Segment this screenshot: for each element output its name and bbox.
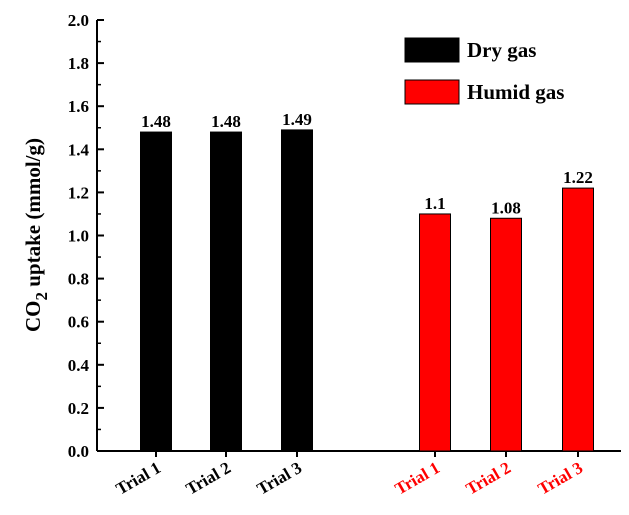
x-tick-label: Trial 1 bbox=[113, 458, 164, 499]
x-tick-label: Trial 1 bbox=[392, 458, 443, 499]
y-tick-label: 0.6 bbox=[68, 313, 89, 332]
y-tick-label: 1.8 bbox=[68, 54, 89, 73]
bar bbox=[140, 131, 172, 452]
x-tick-label: Trial 2 bbox=[183, 458, 234, 499]
y-tick-label: 0.8 bbox=[68, 270, 89, 289]
bar bbox=[419, 213, 451, 452]
y-tick-label: 1.6 bbox=[68, 97, 89, 116]
y-tick-label: 0.2 bbox=[68, 399, 89, 418]
y-tick-label: 0.4 bbox=[68, 356, 90, 375]
data-label: 1.1 bbox=[424, 194, 445, 213]
data-label: 1.08 bbox=[491, 198, 521, 217]
legend-swatch bbox=[404, 37, 460, 63]
bar bbox=[490, 217, 522, 452]
legend-swatch bbox=[404, 79, 460, 105]
data-label: 1.22 bbox=[563, 168, 593, 187]
data-label: 1.49 bbox=[282, 110, 312, 129]
y-tick-label: 1.4 bbox=[68, 140, 90, 159]
y-tick-label: 0.0 bbox=[68, 442, 89, 461]
bar bbox=[210, 131, 242, 452]
x-tick-label: Trial 3 bbox=[535, 458, 586, 499]
bar bbox=[281, 129, 313, 452]
legend: Dry gas Humid gas bbox=[404, 37, 564, 105]
x-tick-label: Trial 2 bbox=[463, 458, 514, 499]
data-label: 1.48 bbox=[211, 112, 241, 131]
legend-label: Humid gas bbox=[467, 80, 564, 104]
y-axis-label: CO2 uptake (mmol/g) bbox=[21, 138, 51, 332]
y-tick-label: 2.0 bbox=[68, 11, 89, 30]
y-tick-label: 1.0 bbox=[68, 227, 89, 246]
y-tick-label: 1.2 bbox=[68, 183, 89, 202]
bar bbox=[562, 187, 594, 452]
bars: 1.48 1.48 1.49 1.1 1.08 1.22 bbox=[140, 110, 594, 452]
data-label: 1.48 bbox=[141, 112, 171, 131]
legend-label: Dry gas bbox=[467, 38, 536, 62]
x-tick-label: Trial 3 bbox=[254, 458, 305, 499]
